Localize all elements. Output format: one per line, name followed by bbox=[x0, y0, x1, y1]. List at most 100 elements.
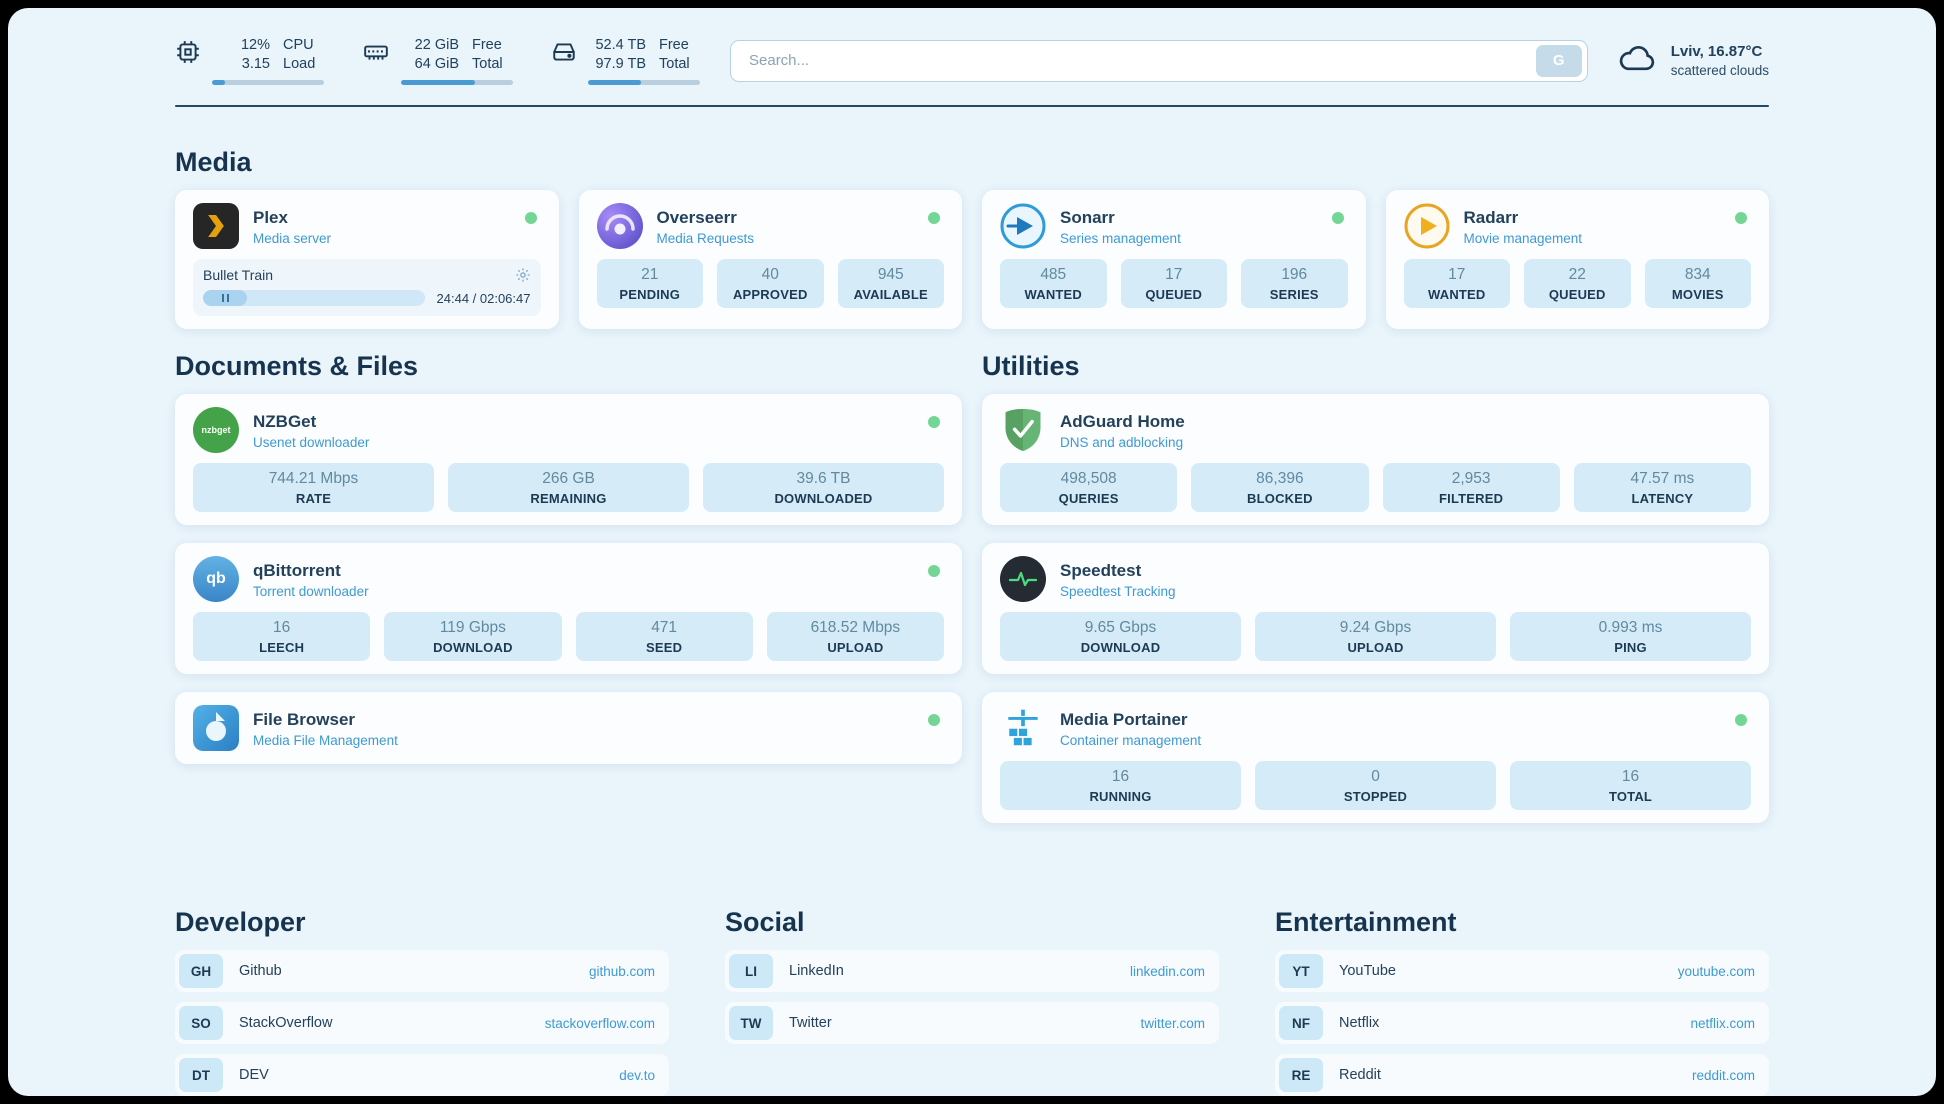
link-linkedin[interactable]: LI LinkedIn linkedin.com bbox=[725, 950, 1219, 992]
disk-progress-fill bbox=[588, 80, 641, 85]
stat-pending: 21 PENDING bbox=[596, 259, 703, 308]
link-github[interactable]: GH Github github.com bbox=[175, 950, 669, 992]
ram-free-label: Free bbox=[472, 37, 502, 53]
stat-queued: 17 QUEUED bbox=[1120, 259, 1227, 308]
card-title: File Browser bbox=[253, 709, 356, 729]
playback-time: 24:44 / 02:06:47 bbox=[436, 290, 531, 306]
stat-approved: 40 APPROVED bbox=[717, 259, 824, 308]
card-title: Plex bbox=[253, 207, 288, 227]
overseerr-icon bbox=[596, 203, 643, 249]
link-twitter[interactable]: TW Twitter twitter.com bbox=[725, 1002, 1219, 1044]
link-url: github.com bbox=[588, 963, 655, 979]
link-name: Twitter bbox=[789, 1015, 832, 1031]
youtube-badge-icon: YT bbox=[1279, 954, 1323, 988]
portainer-icon bbox=[1000, 705, 1046, 751]
cpu-load-label: Load bbox=[283, 56, 316, 72]
plex-card[interactable]: Plex Media server Bullet Train bbox=[175, 190, 559, 329]
link-name: Github bbox=[239, 963, 282, 979]
search-input[interactable] bbox=[749, 52, 1536, 69]
utilities-section-heading: Utilities bbox=[982, 351, 1080, 381]
qbittorrent-status-dot bbox=[928, 565, 940, 577]
cpu-usage-value: 12% bbox=[240, 37, 270, 53]
stackoverflow-badge-icon: SO bbox=[179, 1006, 223, 1040]
search-engine-button[interactable]: G bbox=[1535, 44, 1582, 77]
nzbget-card[interactable]: nzbget NZBGet Usenet downloader 744.21 M… bbox=[175, 394, 962, 525]
link-url: reddit.com bbox=[1691, 1067, 1755, 1083]
disk-total-label: Total bbox=[659, 56, 690, 72]
playback-progress-fill bbox=[203, 290, 248, 306]
overseerr-status-dot bbox=[928, 212, 940, 224]
link-dev[interactable]: DT DEV dev.to bbox=[175, 1054, 669, 1096]
plex-icon bbox=[193, 203, 239, 249]
weather-location: Lviv, 16.87°C bbox=[1670, 42, 1763, 60]
card-subtitle: Torrent downloader bbox=[253, 583, 369, 599]
sonarr-card[interactable]: Sonarr Series management 485 WANTED 17 QUE… bbox=[982, 190, 1366, 329]
stat-remaining: 266 GB REMAINING bbox=[448, 463, 689, 512]
card-subtitle: Media File Management bbox=[253, 732, 398, 748]
weather-widget[interactable]: Lviv, 16.87°C scattered clouds bbox=[1618, 42, 1769, 80]
gear-icon[interactable] bbox=[515, 267, 531, 283]
weather-condition: scattered clouds bbox=[1670, 62, 1769, 78]
disk-free-label: Free bbox=[659, 37, 689, 53]
link-name: Reddit bbox=[1339, 1067, 1381, 1083]
stat-leech: 16 LEECH bbox=[193, 612, 371, 661]
link-reddit[interactable]: RE Reddit reddit.com bbox=[1275, 1054, 1769, 1096]
overseerr-card[interactable]: Overseerr Media Requests 21 PENDING 40 APP… bbox=[578, 190, 962, 329]
radarr-card[interactable]: Radarr Movie management 17 WANTED 22 QUEUE… bbox=[1385, 190, 1769, 329]
playback-progress-bar[interactable] bbox=[203, 290, 425, 306]
stat-blocked: 86,396 BLOCKED bbox=[1191, 463, 1369, 512]
disk-free-value: 52.4 TB bbox=[595, 37, 646, 53]
stat-running: 16 RUNNING bbox=[1000, 761, 1241, 810]
documents-section-heading: Documents & Files bbox=[175, 351, 419, 381]
top-bar: 12% CPU 3.15 Load 22 GiB Free 64 GiB Total bbox=[8, 8, 1936, 85]
stat-upload: 9.24 Gbps UPLOAD bbox=[1255, 612, 1496, 661]
link-name: LinkedIn bbox=[789, 963, 844, 979]
pause-icon[interactable] bbox=[221, 294, 229, 302]
stat-seed: 471 SEED bbox=[575, 612, 753, 661]
link-name: DEV bbox=[239, 1067, 269, 1083]
card-title: Overseerr bbox=[656, 207, 737, 227]
card-subtitle: Movie management bbox=[1463, 230, 1583, 246]
stat-total: 16 TOTAL bbox=[1510, 761, 1751, 810]
link-url: linkedin.com bbox=[1129, 963, 1205, 979]
portainer-status-dot bbox=[1735, 714, 1747, 726]
card-title: Radarr bbox=[1463, 207, 1519, 227]
speedtest-card[interactable]: Speedtest Speedtest Tracking 9.65 Gbps DO… bbox=[982, 543, 1769, 674]
ram-free-value: 22 GiB bbox=[414, 37, 459, 53]
link-url: stackoverflow.com bbox=[544, 1015, 655, 1031]
ram-progress-fill bbox=[401, 80, 475, 85]
ram-widget: 22 GiB Free 64 GiB Total bbox=[362, 36, 513, 85]
utilities-column: Utilities bbox=[982, 329, 1769, 823]
card-title: Media Portainer bbox=[1060, 709, 1188, 729]
card-subtitle: DNS and adblocking bbox=[1060, 434, 1184, 450]
filebrowser-status-dot bbox=[928, 714, 940, 726]
stat-movies: 834 MOVIES bbox=[1644, 259, 1751, 308]
github-badge-icon: GH bbox=[179, 954, 223, 988]
adguard-card[interactable]: AdGuard Home DNS and adblocking 498,508 Q… bbox=[982, 394, 1769, 525]
cloud-icon bbox=[1618, 42, 1658, 79]
cpu-icon bbox=[175, 39, 201, 70]
disk-icon bbox=[551, 39, 577, 70]
stat-series: 196 SERIES bbox=[1241, 259, 1348, 308]
filebrowser-card[interactable]: File Browser Media File Management bbox=[175, 692, 962, 764]
entertainment-section-heading: Entertainment bbox=[1275, 907, 1457, 937]
stat-stopped: 0 STOPPED bbox=[1255, 761, 1496, 810]
plex-status-dot bbox=[524, 212, 537, 224]
header-divider bbox=[175, 105, 1769, 107]
nzbget-status-dot bbox=[928, 416, 940, 428]
stat-latency: 47.57 ms LATENCY bbox=[1573, 463, 1751, 512]
qbittorrent-card[interactable]: qb qBittorrent Torrent downloader 16 LEEC… bbox=[175, 543, 962, 674]
card-subtitle: Usenet downloader bbox=[253, 434, 370, 450]
stat-downloaded: 39.6 TB DOWNLOADED bbox=[703, 463, 944, 512]
twitter-badge-icon: TW bbox=[729, 1006, 773, 1040]
ram-total-value: 64 GiB bbox=[414, 56, 459, 72]
link-stackoverflow[interactable]: SO StackOverflow stackoverflow.com bbox=[175, 1002, 669, 1044]
link-netflix[interactable]: NF Netflix netflix.com bbox=[1275, 1002, 1769, 1044]
link-youtube[interactable]: YT YouTube youtube.com bbox=[1275, 950, 1769, 992]
card-subtitle: Series management bbox=[1060, 230, 1181, 246]
resource-widgets: 12% CPU 3.15 Load 22 GiB Free 64 GiB Total bbox=[175, 36, 700, 85]
now-playing-widget: Bullet Train bbox=[193, 259, 541, 316]
portainer-card[interactable]: Media Portainer Container management 16 R… bbox=[982, 692, 1769, 823]
link-url: twitter.com bbox=[1140, 1015, 1205, 1031]
card-title: Sonarr bbox=[1060, 207, 1115, 227]
